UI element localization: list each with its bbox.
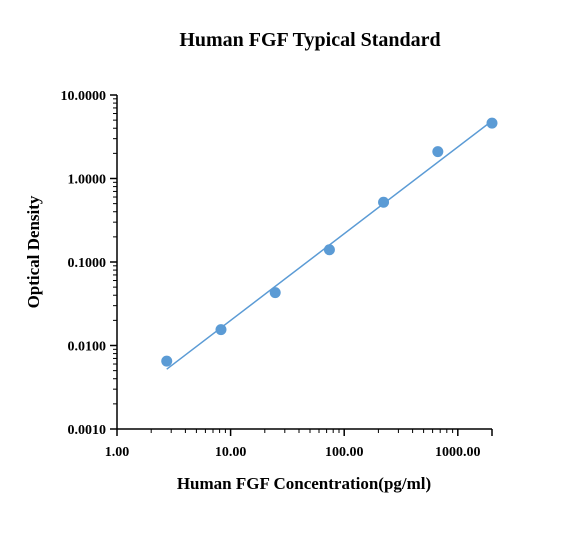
y-axis-title: Optical Density (24, 195, 43, 308)
x-axis-title: Human FGF Concentration(pg/ml) (177, 474, 431, 493)
data-point (161, 355, 173, 367)
data-point (323, 244, 335, 256)
data-point (215, 324, 227, 336)
y-tick-label: 10.0000 (61, 89, 107, 104)
axes: 1.00 10.00 100.00 1000.00 0.0010 0.0100 0.1000… (61, 89, 493, 460)
data-point (486, 117, 498, 129)
x-tick-label: 100.00 (325, 445, 364, 460)
x-tick-label: 1.00 (105, 445, 130, 460)
data-point (432, 146, 444, 158)
y-tick-label: 0.1000 (68, 256, 107, 271)
x-tick-label: 1000.00 (435, 445, 481, 460)
data-point (378, 196, 390, 208)
y-tick-label: 0.0010 (68, 423, 107, 438)
x-tick-label: 10.00 (215, 445, 247, 460)
y-tick-label: 1.0000 (68, 173, 107, 188)
chart-title: Human FGF Typical Standard (179, 29, 440, 51)
y-tick-label: 0.0100 (68, 340, 107, 355)
data-point (269, 287, 281, 299)
data-points (161, 117, 498, 367)
